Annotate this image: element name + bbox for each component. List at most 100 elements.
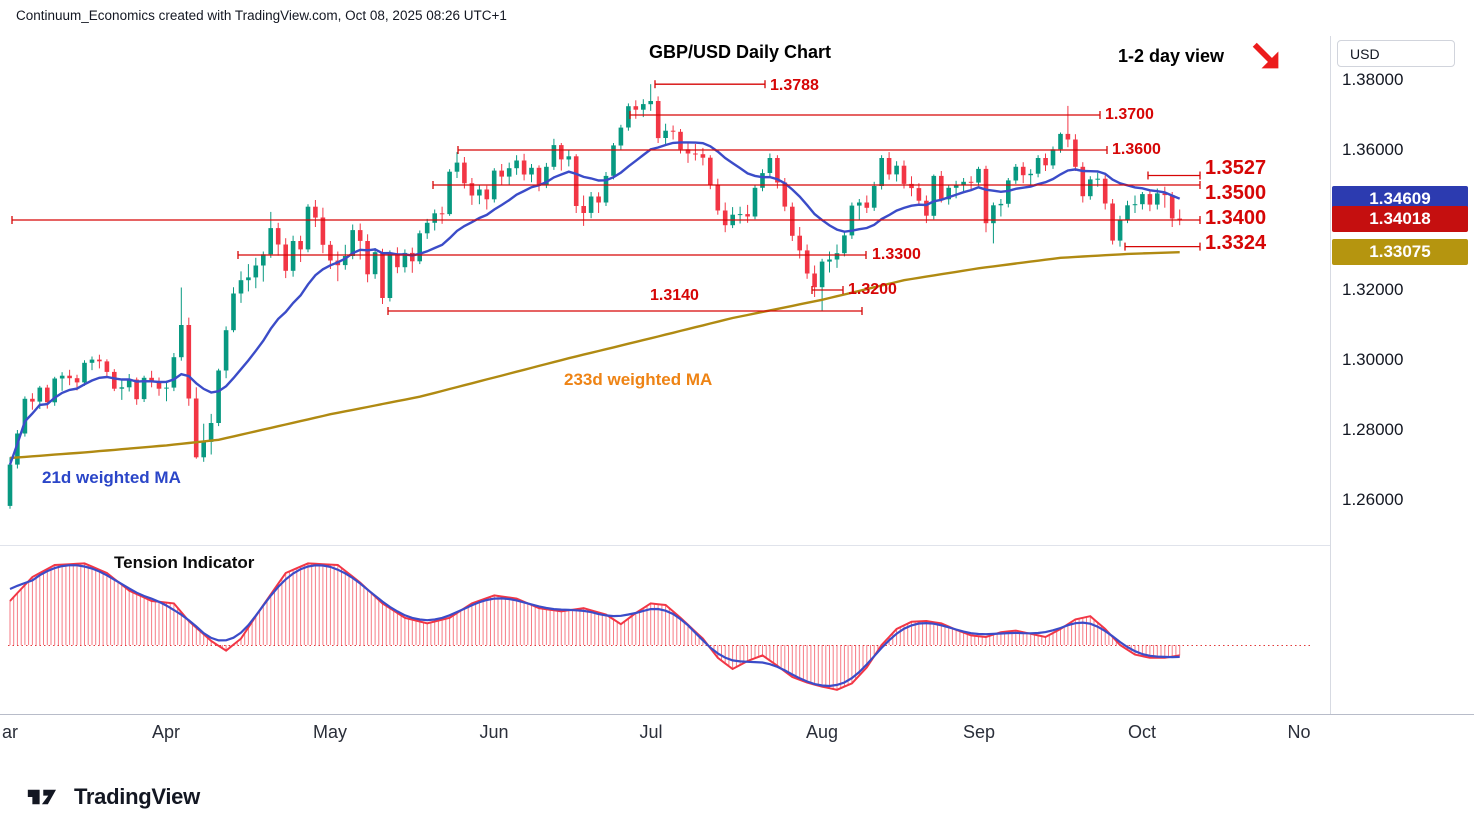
tradingview-logo[interactable]: TradingView [26, 784, 200, 810]
candle-body [998, 203, 1004, 206]
x-axis-label-Aug: Aug [805, 722, 839, 742]
candle-body [804, 250, 810, 274]
candle-body [879, 158, 884, 186]
candle-body [752, 187, 758, 217]
candle-body [417, 233, 422, 262]
ma21-label: 21d weighted MA [42, 468, 181, 487]
chart-credit: Continuum_Economics created with Trading… [16, 8, 507, 23]
candle-body [201, 441, 206, 458]
candle-body [618, 127, 624, 146]
price-scale[interactable]: 1.38000 1.36000 1.32000 1.30000 1.28000 1.260… [1330, 36, 1474, 714]
candle-body [1177, 218, 1182, 220]
candle-body [357, 230, 363, 241]
candle-body [89, 359, 95, 363]
candle-body [462, 162, 467, 184]
candle-body [521, 160, 527, 175]
candle-body [387, 253, 393, 298]
candle-body [819, 261, 825, 288]
candle-body [1169, 195, 1175, 219]
candle-body [1147, 194, 1153, 205]
candle-body [119, 387, 125, 389]
candle-body [1013, 166, 1019, 181]
candle-body [700, 154, 706, 158]
candle-body [223, 330, 229, 371]
candle-body [931, 175, 937, 216]
candle-body [745, 214, 750, 217]
candle-body [305, 206, 311, 250]
candle-body [886, 158, 892, 175]
candle-body [790, 206, 795, 236]
candle-body [328, 244, 333, 261]
candle-body [1140, 194, 1145, 205]
candle-body [588, 196, 594, 213]
x-axis-label-No: No [1287, 722, 1311, 742]
candle-body [141, 377, 147, 400]
candle-body [30, 398, 35, 402]
candle-body [1050, 149, 1056, 166]
candle-body [909, 183, 914, 189]
candle-body [179, 325, 184, 358]
candle-body [67, 375, 72, 379]
candle-body [827, 259, 832, 262]
candle-body [991, 205, 996, 224]
tradingview-logo-text: TradingView [74, 784, 200, 809]
candle-body [976, 168, 981, 183]
candle-body [603, 175, 609, 203]
candle-body [1080, 166, 1086, 197]
candle-body [946, 187, 951, 200]
candle-body [506, 168, 512, 177]
candle-body [1110, 203, 1115, 241]
candle-body [432, 213, 437, 223]
candle-body [231, 293, 236, 331]
candle-body [1035, 158, 1041, 174]
x-axis-label-Jun: Jun [479, 722, 509, 742]
candle-body [15, 433, 20, 465]
x-axis-label-Jul: Jul [639, 722, 663, 742]
candle-body [939, 175, 944, 200]
x-axis-label-May: May [312, 722, 347, 742]
candle-body [439, 213, 445, 215]
candle-body [871, 186, 877, 208]
time-axis[interactable]: ar Apr May Jun Jul Aug Sep Oct No [0, 714, 1330, 760]
candle-body [365, 241, 370, 275]
price-tick-1.32000: 1.32000 [1342, 280, 1404, 299]
candle-body [402, 252, 408, 268]
candle-body [536, 167, 542, 185]
candle-body [551, 145, 557, 167]
candle-body [968, 181, 974, 183]
candle-body [268, 228, 273, 255]
chart-canvas[interactable] [0, 0, 1474, 720]
candle-body [678, 131, 683, 150]
candle-body [372, 252, 378, 275]
candle-body [775, 158, 780, 183]
candle-body [253, 265, 259, 278]
candle-body [924, 200, 929, 216]
candle-body [641, 104, 646, 110]
down-right-arrow-icon [1252, 42, 1279, 69]
candle-body [156, 382, 162, 389]
candle-body [149, 377, 154, 383]
candle-body [901, 165, 907, 184]
candle-body [97, 359, 102, 362]
candle-body [82, 362, 87, 383]
currency-selector[interactable]: USD [1337, 40, 1455, 67]
price-tick-1.30000: 1.30000 [1342, 350, 1404, 369]
view-note: 1-2 day view [1118, 46, 1225, 66]
candle-body [961, 181, 966, 185]
candle-body [812, 273, 817, 288]
candle-body [1020, 166, 1026, 176]
candle-body [1155, 193, 1160, 205]
candle-body [216, 370, 221, 423]
candle-body [894, 165, 899, 175]
candle-body [864, 202, 870, 208]
candle-body [45, 387, 50, 403]
candle-body [633, 106, 639, 110]
candle-body [953, 184, 959, 188]
ma21-line [8, 141, 1181, 466]
candle-body [298, 241, 303, 250]
candle-body [380, 252, 385, 298]
ma233-price-badge: 1.33075 [1332, 239, 1468, 265]
candle-body [134, 379, 139, 400]
candle-body [283, 244, 288, 271]
